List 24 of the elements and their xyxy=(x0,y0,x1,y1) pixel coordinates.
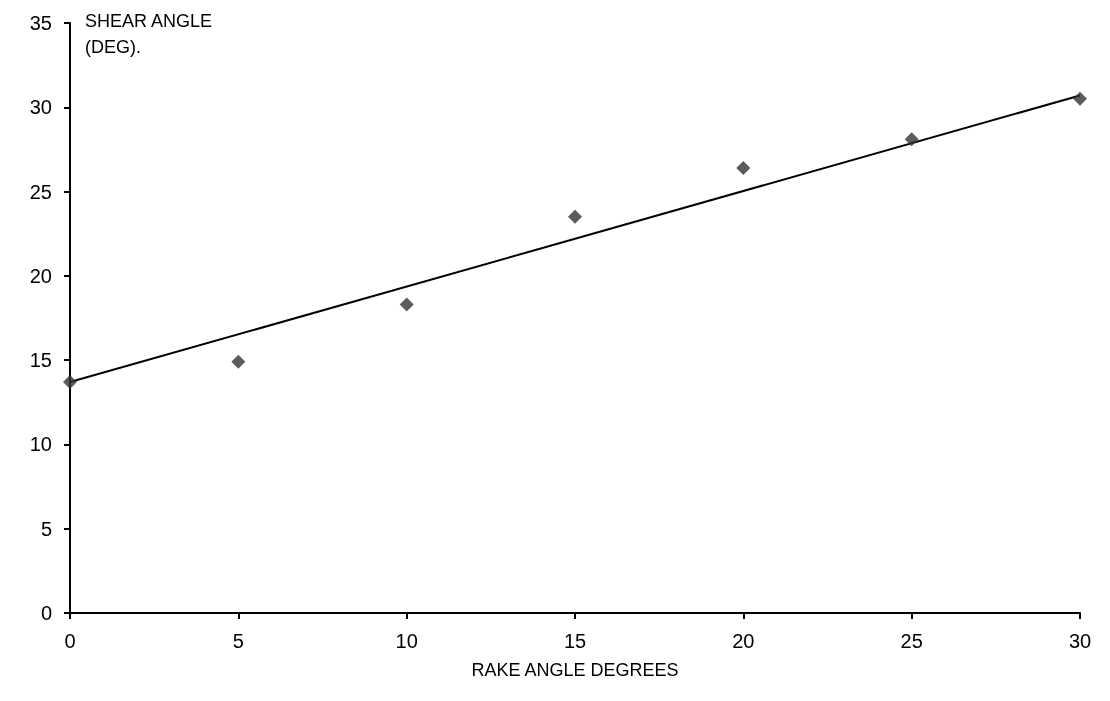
point xyxy=(568,209,582,224)
y-tick-label: 5 xyxy=(40,517,52,540)
y-tick-label: 15 xyxy=(29,349,52,372)
point xyxy=(399,297,414,312)
x-axis-title: RAKE ANGLE DEGREES xyxy=(471,660,679,680)
y-tick-label: 10 xyxy=(29,433,52,456)
point xyxy=(63,375,77,390)
y-axis-title: SHEAR ANGLE (DEG). xyxy=(85,11,213,57)
y-tick-label: 0 xyxy=(40,602,52,624)
x-tick-label: 5 xyxy=(232,630,244,652)
point xyxy=(231,354,246,369)
point xyxy=(736,160,751,175)
x-tick-label: 20 xyxy=(732,630,755,652)
y-tick-label: 30 xyxy=(29,96,52,119)
x-tick-label: 15 xyxy=(563,630,587,652)
y-tick-label: 35 xyxy=(29,12,52,34)
y-tick-label: 25 xyxy=(29,180,52,203)
point xyxy=(904,132,919,147)
x-tick-label: 25 xyxy=(900,630,923,652)
x-tick-label: 30 xyxy=(1068,630,1092,652)
point xyxy=(1073,91,1087,106)
x-tick-label: 10 xyxy=(395,630,418,652)
y-tick-label: 20 xyxy=(29,264,52,287)
x-tick-label: 0 xyxy=(64,630,76,652)
